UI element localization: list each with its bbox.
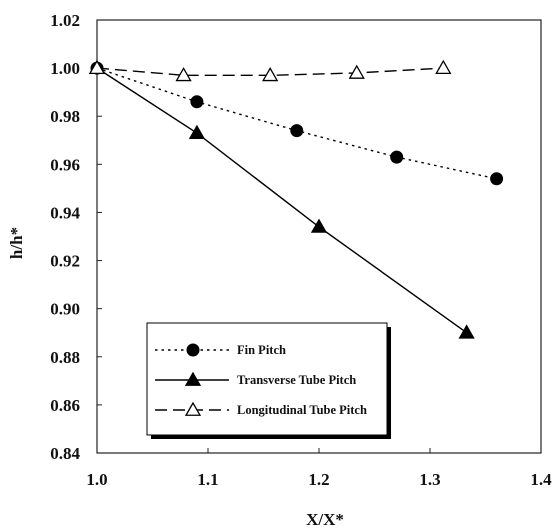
- x-tick-label: 1.3: [419, 470, 440, 489]
- series-longitudinal-tube-pitch: [88, 59, 452, 82]
- legend-marker: [184, 371, 202, 386]
- y-tick-label: 0.86: [50, 396, 80, 415]
- data-point: [435, 59, 452, 75]
- data-point: [262, 67, 279, 82]
- series-fin-pitch: [90, 61, 504, 186]
- legend-marker: [186, 343, 200, 357]
- data-point: [310, 218, 328, 233]
- x-tick-label: 1.4: [530, 470, 552, 489]
- data-point: [458, 324, 475, 339]
- y-axis-label: h/h*: [7, 227, 26, 259]
- legend-label: Transverse Tube Pitch: [237, 373, 356, 387]
- data-point: [188, 124, 206, 139]
- data-point: [88, 59, 106, 75]
- y-tick-label: 0.92: [50, 252, 80, 271]
- x-axis-label: X/X*: [306, 510, 344, 529]
- data-point: [390, 150, 404, 164]
- series-transverse-tube-pitch: [88, 59, 475, 339]
- y-tick-label: 0.84: [50, 444, 80, 463]
- data-point: [190, 95, 204, 109]
- legend-box: [146, 322, 388, 436]
- y-tick-label: 0.88: [50, 348, 80, 367]
- legend-label: Fin Pitch: [237, 343, 286, 357]
- y-tick-label: 1.00: [50, 59, 80, 78]
- x-tick-label: 1.2: [308, 470, 329, 489]
- data-point: [490, 172, 504, 186]
- y-tick-label: 0.94: [50, 203, 80, 222]
- x-tick-label: 1.0: [86, 470, 107, 489]
- legend-label: Longitudinal Tube Pitch: [237, 403, 367, 417]
- data-point: [348, 64, 365, 79]
- legend-marker: [184, 401, 202, 416]
- legend: Fin Pitch Transverse Tube Pitch Longitudin…: [146, 322, 391, 439]
- plot-area: [96, 19, 542, 454]
- series-line: [96, 67, 468, 334]
- tick-labels: 0.84 0.86 0.88 0.90 0.92 0.94 0.96 0.98 1.00 1.02…: [50, 11, 552, 489]
- data-point: [290, 124, 304, 138]
- y-tick-label: 0.96: [50, 155, 80, 174]
- y-tick-label: 0.98: [50, 107, 80, 126]
- x-tick-label: 1.1: [197, 470, 218, 489]
- y-tick-label: 0.90: [50, 300, 80, 319]
- series-group: [88, 59, 504, 339]
- y-tick-label: 1.02: [50, 11, 80, 30]
- series-line: [96, 67, 497, 180]
- data-point: [175, 67, 192, 82]
